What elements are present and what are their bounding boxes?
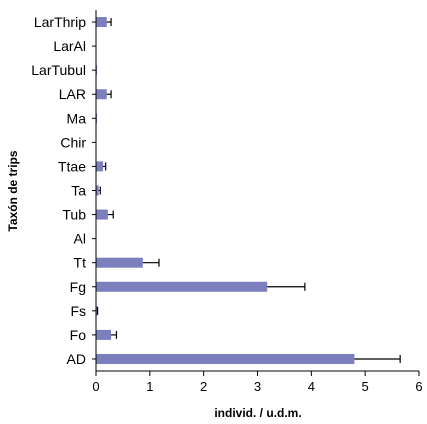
x-tick-label-5: 5 (362, 379, 369, 394)
bar-ttae (96, 161, 103, 172)
y-tick-label-al: Al (74, 231, 86, 247)
y-tick-label-fo: Fo (70, 327, 87, 343)
bar-ta (96, 185, 99, 196)
x-axis-title: individ. / u.d.m. (214, 406, 301, 420)
x-tick-label-4: 4 (308, 379, 315, 394)
axes-group (92, 10, 420, 376)
bar-ad (96, 353, 355, 364)
y-tick-label-fg: Fg (70, 279, 86, 295)
x-tick-label-0: 0 (92, 379, 99, 394)
bar-fg (96, 281, 268, 292)
bar-tt (96, 257, 143, 268)
bars-group (96, 17, 355, 364)
bar-fo (96, 329, 112, 340)
labels-group: LarThrip LarAl LarTubul LAR Ma Chir Ttae Ta Tub A… (31, 14, 422, 394)
bar-fs (96, 305, 98, 316)
y-tick-label-ttae: Ttae (58, 158, 86, 174)
y-tick-label-ad: AD (67, 351, 86, 367)
bar-lar (96, 89, 107, 100)
x-tick-label-6: 6 (415, 379, 422, 394)
y-tick-label-laral: LarAl (53, 38, 86, 54)
bar-larthrip (96, 17, 107, 28)
y-tick-label-ta: Ta (71, 183, 86, 199)
x-tick-label-3: 3 (254, 379, 261, 394)
y-tick-label-lar: LAR (59, 86, 86, 102)
y-tick-label-ma: Ma (67, 110, 87, 126)
x-tick-label-2: 2 (200, 379, 207, 394)
error-bars-group (97, 18, 401, 363)
bar-tub (96, 209, 108, 220)
y-tick-label-larthrip: LarThrip (34, 14, 86, 30)
y-tick-label-chir: Chir (60, 134, 86, 150)
y-tick-label-tt: Tt (74, 255, 87, 271)
y-tick-label-lartubul: LarTubul (31, 62, 86, 78)
x-tick-label-1: 1 (146, 379, 153, 394)
y-axis-title: Taxón de trips (6, 150, 20, 231)
y-tick-label-fs: Fs (70, 303, 86, 319)
y-tick-label-tub: Tub (62, 207, 86, 223)
